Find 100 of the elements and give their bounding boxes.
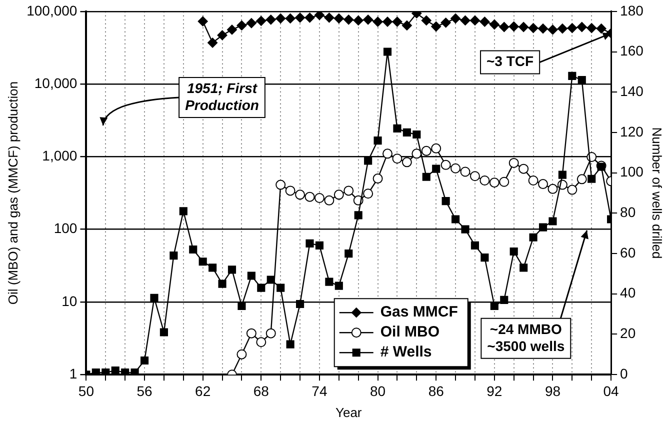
point <box>285 186 296 196</box>
annotation: 1951; First Production <box>185 80 259 113</box>
x-tick-label: 80 <box>370 382 386 399</box>
point <box>402 157 412 168</box>
point <box>304 192 315 202</box>
point <box>440 160 451 170</box>
point <box>450 163 461 174</box>
x-axis-title: Year <box>335 404 362 420</box>
y2-tick-label: 160 <box>620 42 644 59</box>
point <box>586 23 597 34</box>
point <box>217 30 228 40</box>
point <box>372 16 383 27</box>
point <box>538 179 548 190</box>
y2-tick-label: 60 <box>620 244 636 260</box>
point <box>548 24 558 35</box>
point <box>304 12 315 23</box>
y2-tick-label: 180 <box>620 2 644 18</box>
point <box>431 143 442 154</box>
annotation: ~3 TCF <box>486 53 534 70</box>
point <box>480 16 490 27</box>
point <box>324 195 334 206</box>
x-tick-label: 86 <box>428 382 444 399</box>
point <box>392 154 402 164</box>
point <box>276 13 286 24</box>
x-tick-label: 62 <box>195 382 211 399</box>
point <box>198 16 208 26</box>
y2-tick-label: 100 <box>620 164 644 180</box>
point <box>344 186 354 196</box>
point <box>421 15 432 26</box>
y2-tick-label: 20 <box>620 325 636 342</box>
point <box>508 158 519 168</box>
point <box>295 12 306 23</box>
x-tick-label: 92 <box>486 382 502 399</box>
point <box>402 20 412 30</box>
x-tick-label: 56 <box>136 382 153 399</box>
point <box>528 23 538 34</box>
point <box>548 184 558 194</box>
point <box>518 22 529 32</box>
point <box>334 190 344 200</box>
point <box>236 349 247 360</box>
point <box>256 337 266 348</box>
point <box>382 16 392 27</box>
point <box>460 15 470 26</box>
legend-label: Gas MMCF <box>380 304 458 321</box>
point <box>344 14 354 25</box>
point <box>285 13 296 24</box>
point <box>266 14 276 25</box>
point <box>528 176 538 186</box>
point <box>499 22 510 32</box>
x-tick-label: 68 <box>253 382 270 399</box>
y2-axis-title: Number of wells drilled <box>650 127 665 259</box>
point <box>276 180 286 190</box>
point <box>392 16 402 27</box>
point <box>208 38 218 48</box>
point <box>372 174 383 184</box>
point <box>256 16 266 26</box>
point <box>295 190 306 200</box>
point <box>470 15 480 26</box>
point <box>450 13 461 24</box>
legend-label: # Wells <box>380 344 432 361</box>
point <box>489 20 500 30</box>
point <box>314 192 324 203</box>
point <box>518 164 529 174</box>
y2-tick-label: 0 <box>620 365 628 382</box>
x-tick-label: 04 <box>603 382 620 399</box>
point <box>508 21 519 32</box>
y2-tick-label: 40 <box>620 284 636 301</box>
point <box>266 328 276 338</box>
annotation: ~24 MMBO ~3500 wells <box>487 320 565 354</box>
y-tick-label: 100 <box>54 220 78 236</box>
x-tick-label: 98 <box>544 382 561 399</box>
y2-tick-label: 140 <box>620 82 644 99</box>
point <box>226 24 237 35</box>
legend-label: Oil MBO <box>380 324 440 341</box>
y-tick-label: 10,000 <box>34 74 78 91</box>
point <box>576 22 587 32</box>
point <box>440 18 451 28</box>
point <box>324 12 334 23</box>
point <box>421 146 432 156</box>
point <box>538 24 548 34</box>
point <box>382 148 392 159</box>
point <box>480 176 490 186</box>
y-tick-label: 100,000 <box>26 2 78 18</box>
point <box>236 20 247 30</box>
y-axis-title: Oil (MBO) and gas (MMCF) production <box>5 81 20 305</box>
point <box>557 24 568 34</box>
point <box>246 18 256 28</box>
y-tick-label: 1,000 <box>42 148 78 164</box>
point <box>499 176 510 187</box>
point <box>363 14 374 25</box>
x-tick-label: 74 <box>312 382 328 399</box>
point <box>314 11 324 20</box>
point <box>353 15 364 26</box>
point <box>412 148 422 159</box>
point <box>363 188 374 199</box>
point <box>246 328 256 338</box>
x-tick-label: 50 <box>78 382 94 399</box>
point <box>489 178 500 188</box>
point <box>470 171 480 182</box>
point <box>334 13 344 24</box>
